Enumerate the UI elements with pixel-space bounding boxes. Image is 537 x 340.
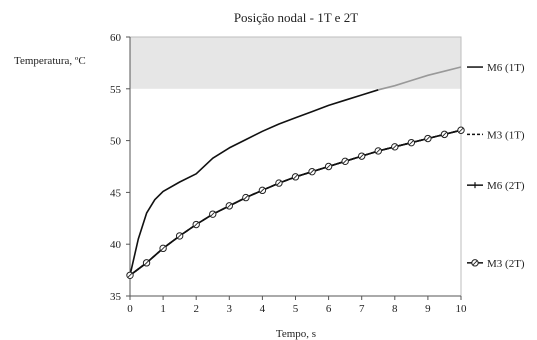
data-point-cross bbox=[143, 260, 150, 266]
x-axis-label: Tempo, s bbox=[276, 328, 316, 340]
y-tick-label: 40 bbox=[110, 239, 122, 251]
data-point-cross bbox=[392, 144, 398, 150]
chart-title: Posição nodal - 1T e 2T bbox=[234, 10, 358, 25]
data-point-cross bbox=[292, 174, 299, 180]
data-point-cross bbox=[408, 140, 414, 146]
data-point-cross bbox=[458, 127, 464, 133]
data-point-cross bbox=[325, 163, 332, 170]
legend-marker-cross bbox=[472, 260, 478, 266]
data-point-cross bbox=[210, 211, 216, 217]
x-tick-label: 7 bbox=[359, 303, 365, 315]
data-point-cross bbox=[177, 233, 183, 239]
data-point-cross bbox=[309, 169, 315, 175]
y-tick-label: 35 bbox=[110, 291, 122, 303]
data-point-cross bbox=[359, 153, 365, 159]
data-point-cross bbox=[226, 203, 232, 209]
x-tick-label: 2 bbox=[193, 303, 199, 315]
series-line-5 bbox=[129, 129, 462, 276]
legend-label-4: M3 (2T) bbox=[487, 258, 525, 270]
x-tick-label: 0 bbox=[127, 303, 133, 315]
shaded-band bbox=[130, 37, 461, 89]
y-tick-label: 45 bbox=[110, 187, 122, 199]
series-line-2 bbox=[378, 66, 462, 91]
data-point-cross bbox=[160, 245, 166, 251]
x-tick-label: 6 bbox=[326, 303, 332, 315]
x-tick-label: 3 bbox=[227, 303, 233, 315]
data-point-cross bbox=[243, 194, 249, 201]
y-tick-label: 60 bbox=[110, 32, 122, 44]
x-tick-label: 9 bbox=[425, 303, 431, 315]
data-point-cross bbox=[127, 272, 133, 278]
x-tick-label: 1 bbox=[160, 303, 166, 315]
data-point-cross bbox=[342, 158, 348, 164]
x-tick-label: 4 bbox=[260, 303, 266, 315]
legend-label-3: M6 (2T) bbox=[487, 180, 525, 192]
series-line-1 bbox=[129, 89, 379, 276]
x-tick-label: 8 bbox=[392, 303, 398, 315]
x-tick-label: 10 bbox=[456, 303, 468, 315]
series-line-4 bbox=[129, 129, 462, 276]
legend-label-1: M6 (1T) bbox=[487, 62, 525, 74]
data-point-cross bbox=[375, 148, 381, 154]
series-line-3 bbox=[129, 129, 462, 276]
legend-label-2: M3 (1T) bbox=[487, 129, 525, 141]
y-tick-label: 50 bbox=[110, 136, 122, 148]
y-tick-label: 55 bbox=[110, 84, 122, 96]
data-point-cross bbox=[425, 135, 431, 142]
y-axis-label: Temperatura, ºC bbox=[14, 55, 86, 67]
x-tick-label: 5 bbox=[293, 303, 299, 315]
data-point-cross bbox=[259, 187, 266, 193]
data-point-cross bbox=[276, 180, 282, 186]
data-point-cross bbox=[441, 131, 448, 138]
data-point-cross bbox=[193, 221, 199, 228]
